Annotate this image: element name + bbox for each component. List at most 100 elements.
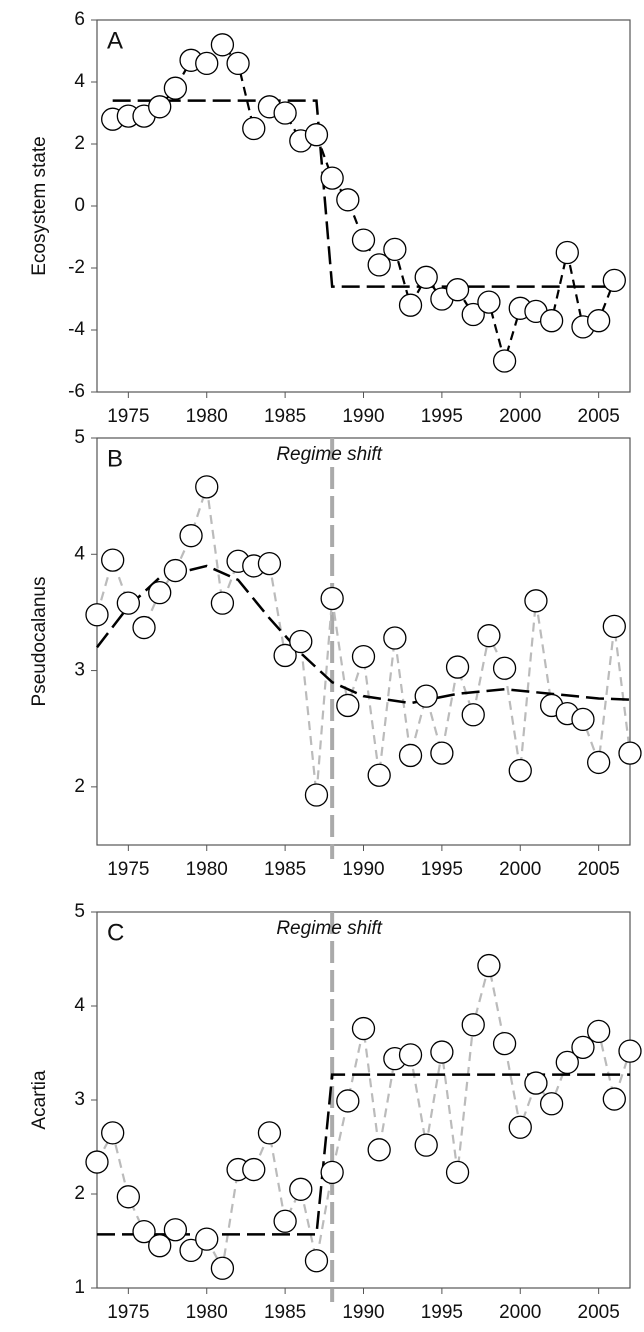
- data-point: [320, 166, 344, 190]
- data-point: [445, 655, 470, 679]
- y-axis-label: Pseudocalanus: [29, 577, 50, 707]
- data-point: [273, 1209, 297, 1233]
- data-point: [320, 1160, 344, 1185]
- y-tick-label: 4: [74, 995, 85, 1016]
- y-tick-label: 3: [74, 660, 85, 681]
- data-point: [555, 240, 579, 265]
- data-point: [226, 51, 250, 76]
- y-axis-label: Ecosystem state: [29, 136, 50, 275]
- data-point: [304, 783, 329, 807]
- data-point: [257, 551, 282, 576]
- data-point: [367, 253, 391, 277]
- data-point: [195, 51, 219, 76]
- panel-label: A: [107, 27, 123, 54]
- data-point: [445, 1160, 470, 1185]
- data-point: [210, 1256, 235, 1280]
- x-tick-label: 1980: [186, 406, 228, 427]
- x-tick-label: 1995: [421, 859, 463, 880]
- x-tick-label: 2000: [499, 859, 541, 880]
- panel: 1 2 3 4 5 1975 1980 1985 1990 1995 2000 2005 Acartia…: [29, 901, 642, 1323]
- y-tick-label: 5: [74, 427, 85, 448]
- y-tick-label: 0: [74, 195, 85, 216]
- data-point: [602, 614, 626, 639]
- panel: 2 3 4 5 1975 1980 1985 1990 1995 2000 2005 Pseudoca…: [29, 427, 642, 880]
- y-tick-label: 3: [74, 1089, 85, 1110]
- plot-frame: [96, 19, 631, 393]
- data-point: [336, 693, 360, 718]
- x-tick-label: 1975: [107, 859, 149, 880]
- data-point: [414, 1133, 438, 1157]
- plot-frame: [96, 437, 631, 846]
- y-tick-label: 5: [74, 901, 85, 922]
- data-point: [336, 188, 360, 212]
- data-point: [539, 309, 564, 333]
- data-point: [101, 548, 125, 572]
- data-point: [508, 1115, 532, 1139]
- data-point: [148, 1234, 172, 1258]
- data-point: [586, 309, 611, 333]
- data-point: [304, 1249, 329, 1273]
- data-point: [398, 743, 423, 768]
- data-point: [351, 1016, 376, 1041]
- data-point: [273, 643, 297, 668]
- data-point: [430, 1040, 454, 1064]
- data-point: [179, 524, 203, 548]
- series-line: [112, 99, 615, 288]
- data-point: [257, 1121, 282, 1145]
- data-point: [148, 95, 172, 119]
- series-line: [95, 486, 632, 796]
- data-point: [289, 629, 313, 654]
- data-point: [367, 1138, 391, 1162]
- data-point: [132, 1219, 156, 1244]
- data-point: [242, 116, 266, 141]
- data-point: [85, 603, 109, 627]
- data-point: [195, 1227, 219, 1251]
- data-point: [414, 684, 438, 708]
- data-point: [586, 1019, 611, 1044]
- data-point: [602, 268, 626, 293]
- data-point: [210, 591, 235, 615]
- data-point: [289, 1177, 313, 1201]
- data-point: [445, 278, 470, 302]
- x-tick-label: 1980: [186, 1302, 228, 1323]
- y-axis-label: Acartia: [29, 1070, 50, 1130]
- data-point: [524, 589, 548, 613]
- data-point: [132, 615, 156, 640]
- x-tick-label: 1985: [264, 859, 306, 880]
- panel-label: B: [107, 445, 123, 472]
- data-point: [163, 558, 188, 583]
- data-point: [210, 33, 235, 57]
- y-tick-label: 6: [74, 9, 85, 30]
- data-point: [101, 1121, 125, 1145]
- data-point: [461, 703, 485, 727]
- data-point: [524, 1071, 548, 1095]
- x-tick-label: 1990: [342, 859, 384, 880]
- data-point: [492, 656, 517, 680]
- x-tick-label: 2000: [499, 1302, 541, 1323]
- data-point: [602, 1087, 626, 1111]
- x-tick-label: 1985: [264, 406, 306, 427]
- data-point: [336, 1089, 360, 1113]
- x-tick-label: 1995: [421, 1302, 463, 1323]
- annotation: Regime shift: [276, 444, 382, 465]
- data-point: [383, 626, 407, 650]
- data-point: [351, 228, 376, 252]
- x-tick-label: 1990: [342, 406, 384, 427]
- data-point: [116, 1185, 141, 1209]
- data-point: [163, 76, 188, 100]
- data-point: [618, 1039, 642, 1063]
- data-point: [477, 290, 501, 314]
- data-point: [398, 1043, 423, 1067]
- data-point: [163, 1218, 188, 1242]
- data-point: [508, 758, 532, 783]
- data-point: [477, 953, 501, 978]
- data-point: [398, 293, 423, 317]
- x-tick-label: 1975: [107, 406, 149, 427]
- y-tick-label: 2: [74, 133, 85, 154]
- x-tick-label: 2005: [578, 406, 620, 427]
- x-tick-label: 1975: [107, 1302, 149, 1323]
- data-point: [351, 644, 376, 669]
- y-tick-label: -2: [68, 257, 85, 278]
